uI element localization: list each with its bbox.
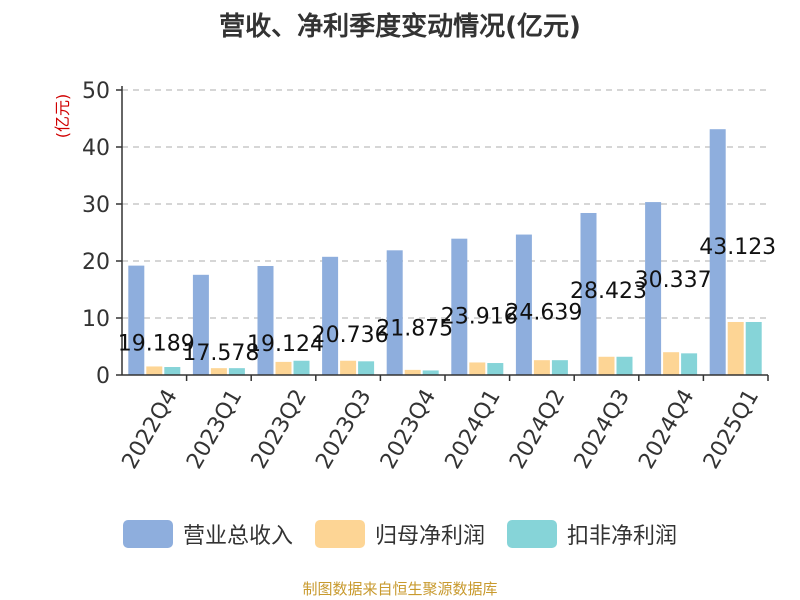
bar <box>709 129 726 375</box>
data-label: 30.337 <box>635 268 712 293</box>
legend: 营业总收入 归母净利润 扣非净利润 <box>0 518 800 550</box>
x-tick-label: 2023Q1 <box>182 385 247 473</box>
bar <box>293 360 310 375</box>
legend-item[interactable]: 营业总收入 <box>122 518 293 550</box>
x-tick-label: 2022Q4 <box>118 385 183 473</box>
data-label: 43.123 <box>699 235 776 260</box>
y-tick-label: 40 <box>82 136 110 161</box>
bar <box>146 366 163 375</box>
bar <box>257 265 274 375</box>
legend-swatch <box>122 520 173 548</box>
data-label: 21.875 <box>376 316 453 341</box>
data-label: 24.639 <box>505 301 582 326</box>
x-tick-label: 2024Q1 <box>441 385 506 473</box>
bar <box>451 238 468 375</box>
legend-item[interactable]: 扣非净利润 <box>507 518 677 550</box>
x-tick-label: 2025Q1 <box>699 385 764 473</box>
x-tick-label: 2023Q4 <box>376 385 441 473</box>
bar <box>164 367 181 375</box>
data-label: 19.189 <box>118 332 195 357</box>
bar <box>515 234 532 375</box>
legend-label: 营业总收入 <box>182 524 293 549</box>
data-label: 23.916 <box>441 305 518 330</box>
bar <box>128 265 145 375</box>
bar <box>727 321 744 375</box>
bar <box>210 368 227 375</box>
bar <box>192 274 209 375</box>
bar <box>745 321 762 375</box>
bar <box>404 369 421 375</box>
grid-lines <box>122 89 768 319</box>
legend-swatch <box>314 520 365 548</box>
legend-item[interactable]: 归母净利润 <box>314 518 485 550</box>
bars <box>128 129 762 375</box>
bar <box>322 256 339 375</box>
x-tick-label: 2024Q2 <box>505 385 570 473</box>
bar <box>598 356 615 375</box>
bar <box>275 361 292 375</box>
bar <box>533 360 550 375</box>
bar <box>663 352 680 375</box>
bar <box>340 360 357 375</box>
y-tick-label: 30 <box>82 193 110 218</box>
x-tick-label: 2024Q3 <box>570 385 635 473</box>
data-label: 17.578 <box>182 341 259 366</box>
legend-label: 扣非净利润 <box>567 524 678 549</box>
bar <box>386 250 403 375</box>
x-tick-label: 2023Q2 <box>247 385 312 473</box>
data-label: 28.423 <box>570 279 647 304</box>
y-tick-label: 50 <box>82 79 110 104</box>
y-tick-label: 0 <box>96 364 110 389</box>
x-tick-label: 2023Q3 <box>311 385 376 473</box>
legend-label: 归母净利润 <box>374 524 485 549</box>
y-tick-label: 10 <box>82 307 110 332</box>
chart-title: 营收、净利季度变动情况(亿元) <box>219 12 581 42</box>
bar <box>358 361 375 375</box>
data-labels: 19.18917.57819.12420.73621.87523.91624.6… <box>118 235 776 366</box>
bar <box>228 368 245 375</box>
bar <box>487 363 504 375</box>
y-tick-label: 20 <box>82 250 110 275</box>
bar <box>422 370 439 375</box>
bar <box>645 202 662 375</box>
bar <box>681 353 698 375</box>
data-label: 20.736 <box>312 323 389 348</box>
bar <box>616 356 633 375</box>
data-label: 19.124 <box>247 332 324 357</box>
source-note: 制图数据来自恒生聚源数据库 <box>302 580 498 598</box>
x-tick-label: 2024Q4 <box>634 385 699 473</box>
bar <box>551 360 568 375</box>
bar <box>469 362 486 375</box>
legend-swatch <box>507 520 557 548</box>
y-axis-label: (亿元) <box>53 94 72 139</box>
bar <box>580 212 597 375</box>
